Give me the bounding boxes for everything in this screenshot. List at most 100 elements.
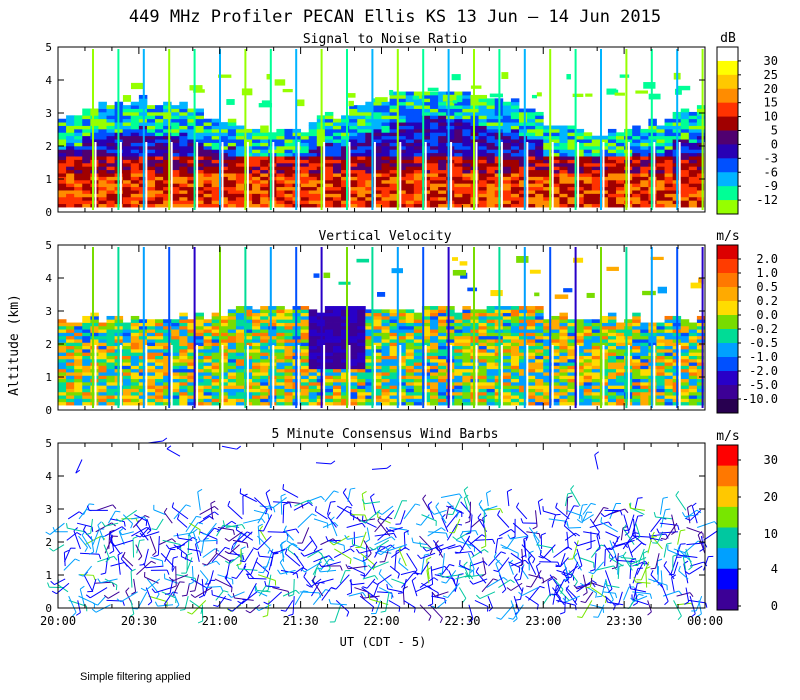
velocity-cell xyxy=(219,329,229,333)
velocity-cell xyxy=(446,309,455,314)
velocity-cell xyxy=(543,391,552,396)
snr-cell xyxy=(66,200,75,205)
velocity-cell xyxy=(430,332,439,337)
snr-cell xyxy=(332,200,342,205)
snr-cell xyxy=(381,142,390,147)
velocity-cell xyxy=(66,388,75,393)
snr-cell xyxy=(268,139,277,143)
snr-cell xyxy=(357,105,366,109)
velocity-cell xyxy=(454,355,463,360)
snr-cell xyxy=(510,122,520,126)
snr-cell xyxy=(82,132,91,137)
wind-barb-flag xyxy=(100,572,106,575)
snr-cell xyxy=(146,166,156,171)
velocity-cell xyxy=(74,325,83,330)
velocity-cell xyxy=(430,385,439,389)
snr-cell xyxy=(300,203,310,208)
velocity-cell xyxy=(324,312,334,317)
snr-cell xyxy=(632,196,641,201)
snr-cell xyxy=(575,176,585,181)
snr-cell xyxy=(300,162,310,167)
wind-barb xyxy=(97,595,107,606)
snr-cell xyxy=(430,122,439,126)
velocity-cell xyxy=(438,401,447,406)
snr-cell xyxy=(438,111,447,116)
snr-cell xyxy=(171,203,180,208)
snr-cell xyxy=(462,169,471,174)
velocity-cell xyxy=(688,401,698,406)
snr-cell xyxy=(664,203,674,208)
velocity-cell xyxy=(567,395,576,399)
snr-cell xyxy=(130,152,140,157)
velocity-cell xyxy=(235,365,245,370)
velocity-cell xyxy=(551,325,560,330)
snr-cell xyxy=(171,108,180,113)
snr-cell xyxy=(405,166,415,171)
snr-cell xyxy=(195,145,204,150)
snr-cell xyxy=(155,142,164,147)
velocity-cell xyxy=(632,348,641,353)
snr-cell xyxy=(308,186,318,191)
snr-cell xyxy=(607,179,617,184)
snr-cell xyxy=(397,115,407,120)
snr-cell xyxy=(203,132,213,137)
velocity-cell xyxy=(478,352,488,356)
snr-cell xyxy=(163,162,172,167)
velocity-cell xyxy=(397,395,407,399)
snr-cell xyxy=(357,156,366,160)
velocity-cell xyxy=(357,368,366,373)
snr-cell xyxy=(187,118,196,123)
velocity-cell xyxy=(163,332,172,337)
snr-cell xyxy=(510,183,520,188)
snr-cell xyxy=(155,200,164,205)
colorbar-label: 0.5 xyxy=(756,280,778,294)
snr-cell xyxy=(462,145,471,150)
snr-cell xyxy=(284,200,293,205)
velocity-cell xyxy=(680,365,690,370)
velocity-cell xyxy=(260,401,269,406)
velocity-cell xyxy=(397,352,407,356)
snr-cell xyxy=(324,135,334,140)
snr-cell xyxy=(219,179,229,184)
snr-cell xyxy=(430,166,439,171)
velocity-cell xyxy=(365,362,374,366)
velocity-cell xyxy=(389,309,399,314)
snr-cell xyxy=(389,193,399,198)
velocity-cell xyxy=(171,339,180,343)
velocity-cell xyxy=(332,352,342,356)
snr-cell xyxy=(640,128,649,133)
velocity-cell xyxy=(583,368,593,373)
velocity-cell xyxy=(510,388,520,393)
velocity-cell xyxy=(575,319,585,323)
velocity-cell xyxy=(171,395,180,399)
velocity-cell xyxy=(179,325,188,330)
velocity-cell xyxy=(559,381,568,386)
snr-cell xyxy=(478,142,488,147)
velocity-cell xyxy=(559,319,568,323)
wind-barb-flag xyxy=(45,531,51,535)
snr-cell xyxy=(252,200,261,205)
snr-cell xyxy=(146,203,156,208)
velocity-cell xyxy=(535,395,544,399)
velocity-cell xyxy=(373,378,382,383)
velocity-cell xyxy=(632,355,641,360)
snr-cell xyxy=(373,176,382,181)
snr-cell xyxy=(365,196,374,201)
velocity-cell xyxy=(616,365,625,370)
velocity-cell xyxy=(66,395,75,399)
velocity-cell xyxy=(551,401,560,406)
velocity-cell xyxy=(656,339,665,343)
snr-cell xyxy=(98,156,107,160)
velocity-gap xyxy=(602,345,605,408)
snr-cell xyxy=(235,152,245,157)
velocity-cell xyxy=(430,329,439,333)
snr-cell xyxy=(58,135,67,140)
velocity-cell xyxy=(696,355,706,360)
velocity-cell xyxy=(341,391,350,396)
snr-cell xyxy=(171,152,180,157)
snr-cell xyxy=(332,159,342,164)
velocity-cell xyxy=(696,395,706,399)
snr-cell xyxy=(510,176,520,181)
snr-cell xyxy=(616,203,625,208)
velocity-cell xyxy=(179,368,188,373)
